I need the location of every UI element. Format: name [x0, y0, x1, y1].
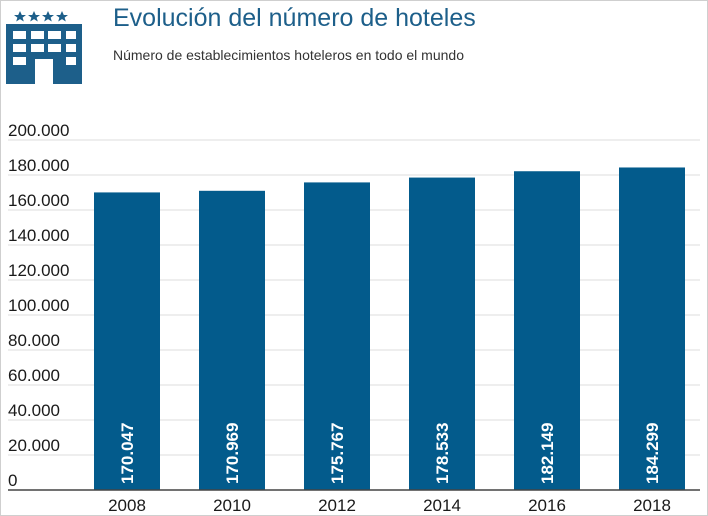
bar-2018	[619, 167, 685, 490]
bar-2016	[514, 171, 580, 490]
bar-value-label: 170.047	[118, 423, 137, 484]
bar-2014	[409, 177, 475, 490]
bar-value-label: 184.299	[643, 423, 662, 484]
x-tick-label: 2016	[528, 496, 566, 515]
y-tick-label: 200.000	[8, 121, 69, 140]
x-tick-label: 2014	[423, 496, 461, 515]
x-tick-label: 2012	[318, 496, 356, 515]
y-tick-label: 80.000	[8, 331, 60, 350]
y-tick-label: 140.000	[8, 226, 69, 245]
bar-value-label: 170.969	[223, 423, 242, 484]
x-tick-label: 2008	[108, 496, 146, 515]
bar-value-label: 182.149	[538, 423, 557, 484]
hotel-building-icon	[6, 11, 82, 84]
y-tick-label: 20.000	[8, 436, 60, 455]
bar-2010	[199, 190, 265, 490]
bar-2012	[304, 182, 370, 490]
bar-value-label: 175.767	[328, 423, 347, 484]
bar-2008	[94, 192, 160, 490]
y-tick-label: 180.000	[8, 156, 69, 175]
x-tick-label: 2018	[633, 496, 671, 515]
y-tick-label: 120.000	[8, 261, 69, 280]
y-tick-label: 100.000	[8, 296, 69, 315]
bar-value-label: 178.533	[433, 423, 452, 484]
chart-title: Evolución del número de hoteles	[113, 4, 476, 32]
x-tick-label: 2010	[213, 496, 251, 515]
y-tick-label: 60.000	[8, 366, 60, 385]
y-tick-label: 160.000	[8, 191, 69, 210]
y-tick-label: 40.000	[8, 401, 60, 420]
chart-subtitle: Número de establecimientos hoteleros en …	[113, 47, 464, 63]
y-tick-label: 0	[8, 471, 17, 490]
